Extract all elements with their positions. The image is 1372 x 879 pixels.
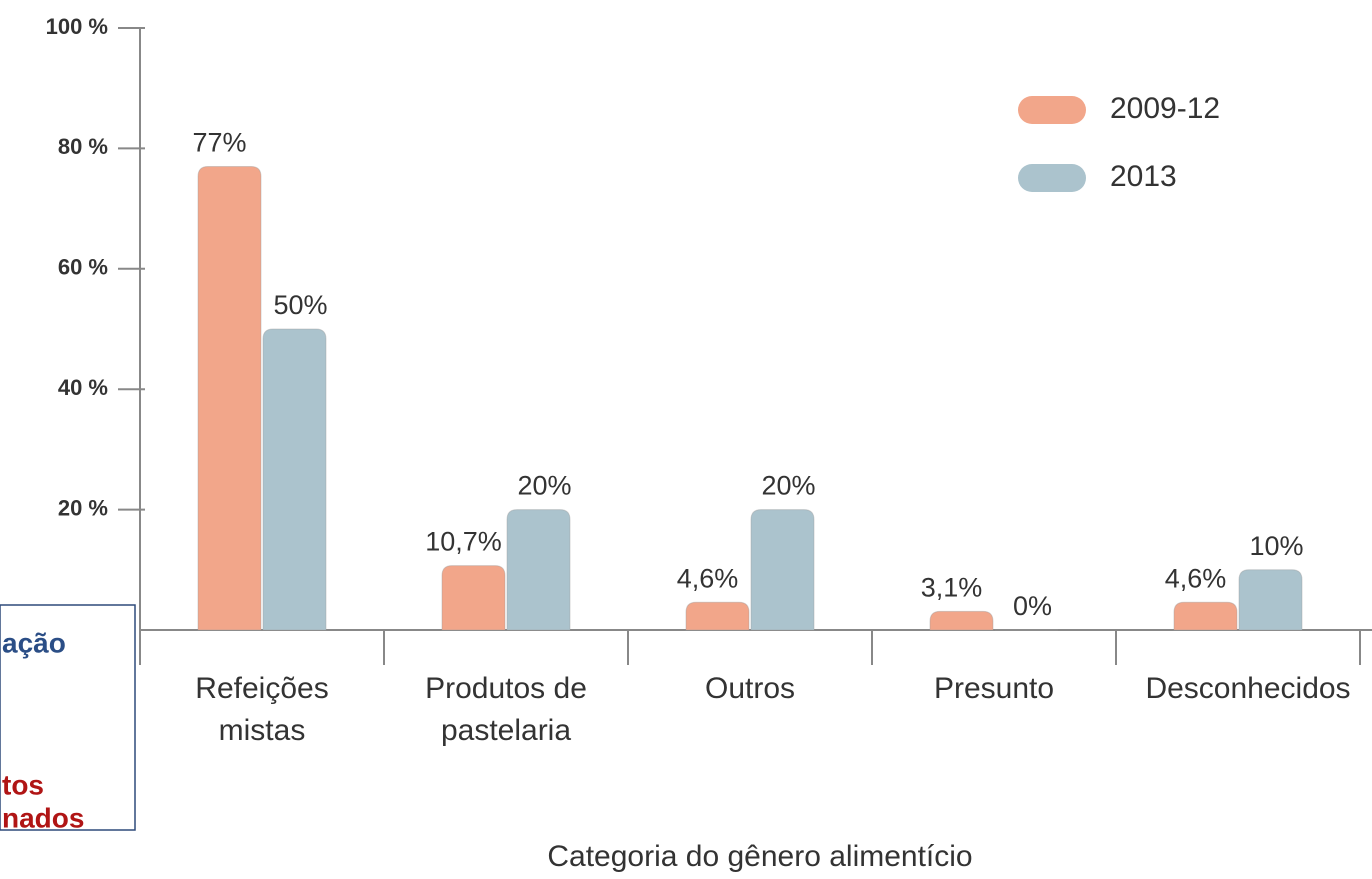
- value-label: 77%: [192, 128, 246, 158]
- value-label: 0%: [1013, 591, 1052, 621]
- bar: [262, 328, 327, 631]
- x-tick-label: Refeições: [195, 672, 328, 705]
- bar: [929, 610, 994, 631]
- y-tick-label: 80 %: [58, 134, 108, 159]
- annotation-text: nados: [2, 802, 84, 833]
- annotation-text: tos: [2, 769, 44, 800]
- x-tick-label: Outros: [705, 672, 795, 705]
- value-label: 10,7%: [425, 527, 502, 557]
- bar: [441, 565, 506, 631]
- legend-swatch: [1018, 164, 1086, 192]
- bar: [506, 509, 571, 631]
- x-tick-label: mistas: [219, 714, 306, 747]
- x-tick-label: Desconhecidos: [1145, 672, 1350, 705]
- bar: [750, 509, 815, 631]
- y-tick-label: 60 %: [58, 255, 108, 280]
- y-tick-label: 100 %: [46, 14, 108, 39]
- value-label: 20%: [761, 471, 815, 501]
- legend-label: 2009-12: [1110, 92, 1220, 125]
- annotation-box: [0, 604, 136, 831]
- value-label: 50%: [273, 290, 327, 320]
- x-tick-label: pastelaria: [441, 714, 571, 747]
- y-tick-label: 20 %: [58, 495, 108, 520]
- value-label: 4,6%: [1165, 563, 1227, 593]
- legend-swatch: [1018, 96, 1086, 124]
- y-tick-label: 40 %: [58, 375, 108, 400]
- value-label: 20%: [517, 471, 571, 501]
- value-label: 3,1%: [921, 572, 983, 602]
- bar: [685, 601, 750, 631]
- bar: [1238, 569, 1303, 631]
- value-label: 4,6%: [677, 563, 739, 593]
- x-tick-label: Produtos de: [425, 672, 587, 705]
- x-tick-label: Presunto: [934, 672, 1054, 705]
- annotation-text: ação: [2, 627, 66, 658]
- bar: [1173, 601, 1238, 631]
- legend-label: 2013: [1110, 160, 1177, 193]
- x-axis-label: Categoria do gênero alimentício: [547, 840, 972, 873]
- bar: [197, 165, 262, 631]
- value-label: 10%: [1249, 531, 1303, 561]
